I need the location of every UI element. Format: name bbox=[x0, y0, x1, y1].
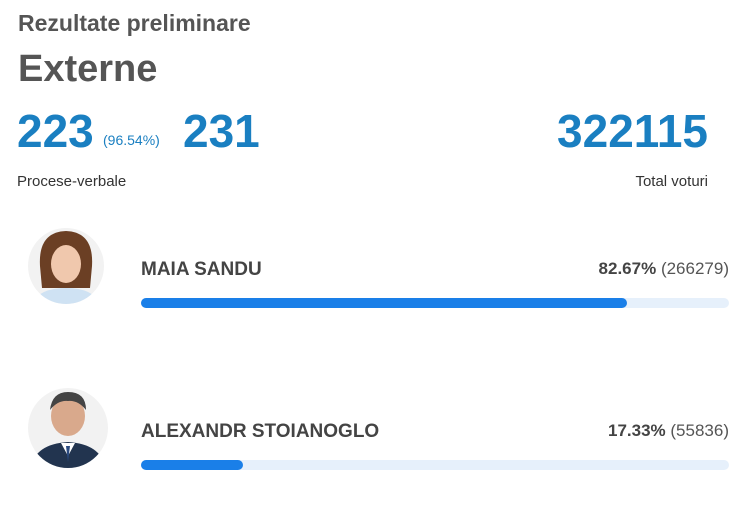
avatar bbox=[28, 228, 104, 304]
candidate-votes: (266279) bbox=[660, 259, 729, 278]
avatar bbox=[28, 388, 108, 468]
candidate-name: MAIA SANDU bbox=[141, 259, 262, 280]
candidate-result: 82.67% (266279) bbox=[599, 259, 729, 279]
candidate-name: ALEXANDR STOIANOGLO bbox=[141, 421, 380, 442]
processed-label: Procese-verbale bbox=[17, 173, 127, 190]
bar bbox=[141, 298, 628, 308]
votes-label: Total voturi bbox=[635, 173, 708, 190]
subtitle: Rezultate preliminare bbox=[18, 10, 251, 36]
candidate-percent: 17.33% bbox=[607, 421, 666, 440]
bar-track bbox=[141, 298, 729, 308]
processed-percent: (96.54%) bbox=[103, 132, 160, 148]
bar-track bbox=[141, 460, 729, 470]
candidate-percent: 82.67% bbox=[598, 259, 657, 278]
total-count: 231 bbox=[183, 105, 260, 157]
title: Externe bbox=[18, 48, 158, 90]
candidate-votes: (55836) bbox=[670, 421, 729, 440]
candidate-result: 17.33% (55836) bbox=[608, 421, 729, 441]
bar bbox=[141, 460, 243, 470]
processed-count: 223 bbox=[17, 105, 94, 157]
votes-count: 322115 bbox=[557, 105, 708, 157]
